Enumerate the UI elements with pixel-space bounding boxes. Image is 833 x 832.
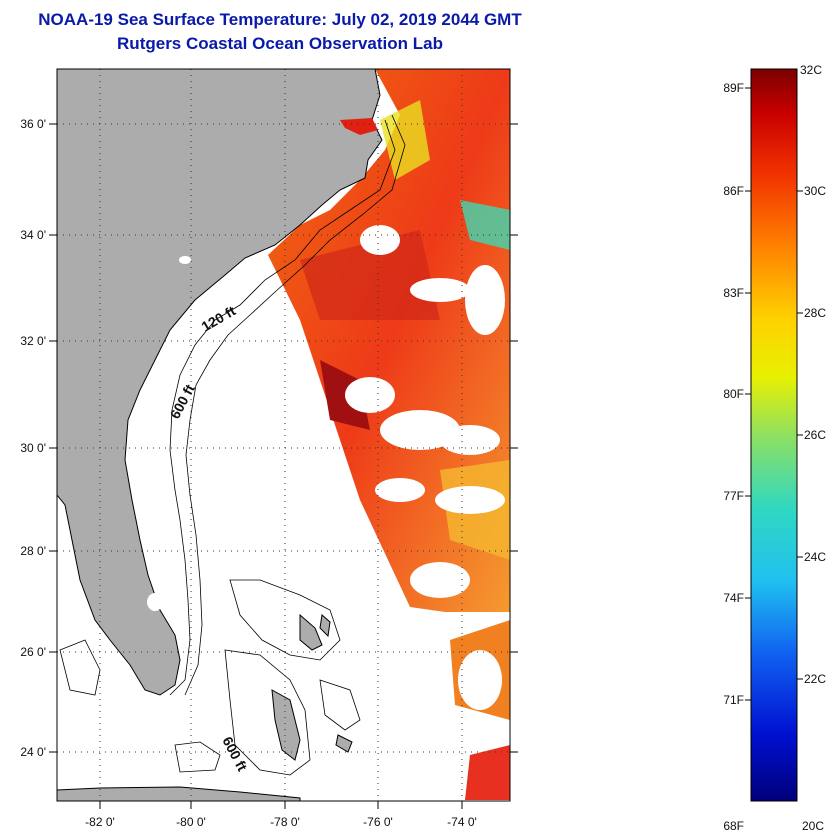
legend-f-label: 80F [723, 387, 744, 401]
lat-label: 26 0' [20, 645, 46, 659]
lon-label: -74 0' [447, 815, 477, 829]
longitude-labels: -82 0' -80 0' -78 0' -76 0' -74 0' [85, 815, 477, 829]
lat-label: 24 0' [20, 745, 46, 759]
latitude-labels: 36 0' 34 0' 32 0' 30 0' 28 0' 26 0' 24 0… [20, 117, 46, 759]
tick-marks [49, 123, 518, 809]
map-frame [56, 68, 511, 802]
legend-c-label: 24C [804, 550, 826, 564]
legend-c-label: 26C [804, 428, 826, 442]
colorbar [750, 68, 798, 802]
legend-c-label: 20C [802, 819, 824, 832]
lon-label: -76 0' [363, 815, 393, 829]
lon-label: -82 0' [85, 815, 115, 829]
lat-label: 30 0' [20, 441, 46, 455]
lon-label: -78 0' [270, 815, 300, 829]
legend-f-label: 86F [723, 184, 744, 198]
legend-c-label: 32C [800, 63, 822, 77]
lat-label: 36 0' [20, 117, 46, 131]
legend-f-label: 77F [723, 489, 744, 503]
lon-label: -80 0' [176, 815, 206, 829]
legend-c-label: 30C [804, 184, 826, 198]
legend-f-label: 71F [723, 693, 744, 707]
legend-c-label: 28C [804, 306, 826, 320]
bathymetry-contours [59, 114, 406, 776]
legend-f-label: 68F [723, 819, 744, 832]
legend-f-label: 89F [723, 81, 744, 95]
map-area: 120 ft 600 ft 600 ft [57, 69, 510, 801]
lat-label: 32 0' [20, 334, 46, 348]
graticule [57, 69, 510, 801]
legend-f-label: 74F [723, 591, 744, 605]
land [57, 69, 383, 801]
legend-c-label: 22C [804, 672, 826, 686]
sst-swath [268, 69, 510, 800]
color-legend: 89F 86F 83F 80F 77F 74F 71F 68F 32C 30C … [723, 63, 826, 832]
legend-f-label: 83F [723, 286, 744, 300]
map-subtitle: Rutgers Coastal Ocean Observation Lab [117, 34, 443, 53]
lat-label: 28 0' [20, 544, 46, 558]
lat-label: 34 0' [20, 228, 46, 242]
map-title: NOAA-19 Sea Surface Temperature: July 02… [38, 10, 522, 29]
